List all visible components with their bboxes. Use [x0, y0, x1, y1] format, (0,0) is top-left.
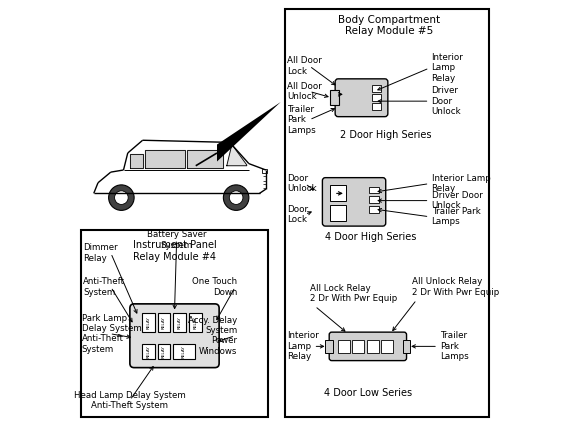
Text: RELAY: RELAY [193, 316, 197, 329]
Bar [285, 8, 489, 416]
Text: Interior
Lamp
Relay: Interior Lamp Relay [431, 53, 463, 83]
Text: All Door
Lock: All Door Lock [287, 56, 322, 76]
Bar [369, 196, 380, 203]
Bar [352, 340, 364, 353]
Text: RELAY: RELAY [182, 345, 186, 358]
Text: One Touch
Down: One Touch Down [192, 277, 237, 297]
Polygon shape [130, 154, 142, 168]
Bar [142, 343, 154, 359]
FancyBboxPatch shape [130, 304, 219, 368]
Bar [142, 313, 154, 332]
Text: Interior
Lamp
Relay: Interior Lamp Relay [287, 332, 319, 361]
Bar [381, 340, 393, 353]
Text: Door
Lock: Door Lock [287, 205, 308, 224]
Text: Anti-Theft
System: Anti-Theft System [83, 277, 125, 297]
Text: All Unlock Relay
2 Dr With Pwr Equip: All Unlock Relay 2 Dr With Pwr Equip [413, 277, 500, 297]
Text: Instrument Panel
Relay Module #4: Instrument Panel Relay Module #4 [133, 240, 217, 262]
Text: RELAY: RELAY [146, 345, 150, 358]
Text: Battery Saver
System: Battery Saver System [147, 230, 206, 250]
Text: RELAY: RELAY [162, 345, 166, 358]
Text: All Lock Relay
2 Dr With Pwr Equip: All Lock Relay 2 Dr With Pwr Equip [311, 283, 398, 303]
Text: Trailer
Park
Lamps: Trailer Park Lamps [287, 105, 316, 135]
Text: Park Lamp
Delay System
Anti-Theft
System: Park Lamp Delay System Anti-Theft System [82, 314, 141, 354]
Bar [329, 185, 346, 201]
Bar [372, 94, 381, 101]
Polygon shape [188, 150, 223, 168]
Bar [157, 313, 170, 332]
Text: Trailer Park
Lamps: Trailer Park Lamps [431, 207, 481, 227]
FancyBboxPatch shape [329, 332, 406, 360]
FancyBboxPatch shape [335, 79, 388, 116]
Bar [329, 205, 346, 221]
FancyBboxPatch shape [323, 178, 386, 226]
Bar [329, 90, 339, 105]
Bar [372, 85, 381, 92]
Bar [367, 340, 378, 353]
Polygon shape [217, 102, 281, 162]
Circle shape [223, 185, 249, 210]
Bar [372, 103, 381, 110]
Text: Trailer
Park
Lamps: Trailer Park Lamps [440, 332, 469, 361]
Text: Interior Lamp
Relay: Interior Lamp Relay [431, 174, 490, 193]
Text: Dimmer
Relay: Dimmer Relay [83, 243, 118, 263]
Text: Body Compartment
Relay Module #5: Body Compartment Relay Module #5 [338, 15, 440, 37]
Bar [337, 340, 349, 353]
Text: Driver
Door
Unlock: Driver Door Unlock [431, 86, 461, 116]
Bar [81, 230, 268, 416]
Text: Driver Door
Unlock: Driver Door Unlock [431, 191, 482, 210]
Bar [173, 343, 195, 359]
Text: 4 Door High Series: 4 Door High Series [325, 232, 417, 242]
Circle shape [229, 191, 243, 204]
Bar [173, 313, 186, 332]
Polygon shape [227, 144, 247, 166]
Bar [369, 206, 380, 213]
Bar [325, 340, 333, 353]
Text: RELAY: RELAY [178, 316, 182, 329]
Text: 2 Door High Series: 2 Door High Series [340, 130, 431, 140]
Polygon shape [145, 150, 185, 168]
Text: 4 Door Low Series: 4 Door Low Series [324, 388, 412, 398]
Text: Door
Unlock: Door Unlock [287, 174, 317, 193]
Text: RELAY: RELAY [162, 316, 166, 329]
Text: Accy. Delay
System
Power
Windows: Accy. Delay System Power Windows [188, 316, 237, 356]
Bar [157, 343, 170, 359]
Circle shape [115, 191, 128, 204]
Bar [262, 169, 267, 173]
Circle shape [109, 185, 134, 210]
Bar [403, 340, 410, 353]
Text: Head Lamp Delay System
Anti-Theft System: Head Lamp Delay System Anti-Theft System [74, 391, 186, 410]
Text: All Door
Unlock: All Door Unlock [287, 82, 322, 101]
Text: RELAY: RELAY [146, 316, 150, 329]
Bar [189, 313, 202, 332]
Bar [369, 187, 380, 193]
